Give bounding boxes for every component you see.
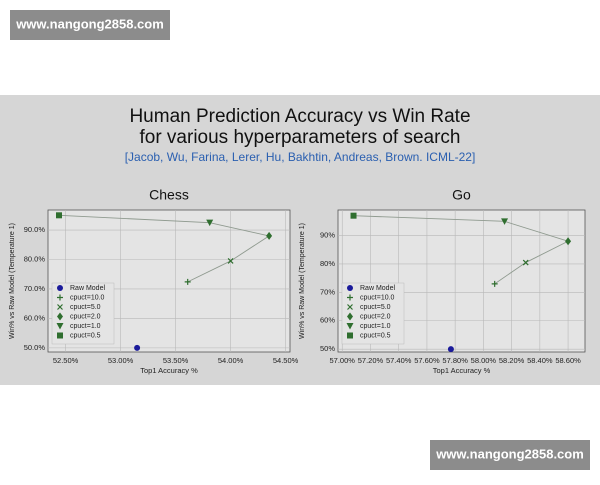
x-tick-label: 52.50% bbox=[53, 356, 79, 365]
legend-label: cpuct=1.0 bbox=[360, 323, 391, 330]
legend-marker bbox=[57, 312, 63, 321]
slide-title: for various hyperparameters of search bbox=[139, 127, 460, 148]
legend-label: cpuct=10.0 bbox=[70, 294, 105, 301]
x-axis-label: Top1 Accuracy % bbox=[140, 366, 198, 375]
legend-label: cpuct=5.0 bbox=[360, 304, 391, 311]
watermark: www.nangong2858.com bbox=[435, 446, 584, 461]
legend-marker bbox=[56, 323, 64, 330]
legend-marker bbox=[57, 294, 63, 301]
x-tick-label: 57.40% bbox=[386, 356, 412, 365]
point bbox=[184, 278, 191, 285]
chart-title: Chess bbox=[149, 187, 189, 203]
legend-marker bbox=[347, 294, 353, 301]
legend-marker bbox=[347, 332, 353, 339]
point bbox=[491, 280, 498, 287]
legend-label: cpuct=2.0 bbox=[70, 313, 101, 320]
watermark: www.nangong2858.com bbox=[15, 16, 164, 31]
point bbox=[134, 344, 141, 351]
point bbox=[501, 218, 509, 225]
y-tick-label: 80.0% bbox=[24, 254, 46, 263]
legend-marker bbox=[347, 285, 353, 291]
point bbox=[56, 212, 62, 219]
x-tick-label: 57.20% bbox=[358, 356, 384, 365]
slide-title: Human Prediction Accuracy vs Win Rate bbox=[129, 106, 470, 127]
chart-title: Go bbox=[452, 187, 471, 203]
legend-label: cpuct=2.0 bbox=[360, 313, 391, 320]
legend-label: cpuct=10.0 bbox=[360, 294, 395, 301]
citation: [Jacob, Wu, Farina, Lerer, Hu, Bakhtin, … bbox=[125, 150, 476, 164]
x-tick-label: 58.20% bbox=[499, 356, 525, 365]
y-axis-label: Win% vs Raw Model (Temperature 1) bbox=[299, 223, 306, 339]
x-tick-label: 57.00% bbox=[330, 356, 356, 365]
x-tick-label: 54.50% bbox=[273, 356, 299, 365]
watermark-box bbox=[430, 440, 590, 470]
legend-marker bbox=[347, 312, 353, 321]
point bbox=[350, 212, 357, 219]
point bbox=[522, 259, 529, 266]
legend-label: cpuct=0.5 bbox=[70, 332, 101, 339]
legend-label: Raw Model bbox=[70, 285, 105, 292]
legend-label: cpuct=5.0 bbox=[70, 304, 101, 311]
legend-marker bbox=[57, 304, 63, 310]
y-tick-label: 50.0% bbox=[24, 343, 46, 352]
point bbox=[227, 258, 234, 264]
point bbox=[266, 231, 273, 240]
y-axis-label: Win% vs Raw Model (Temperature 1) bbox=[9, 223, 16, 339]
y-tick-label: 50% bbox=[320, 344, 335, 353]
point bbox=[206, 219, 214, 227]
point bbox=[447, 346, 454, 353]
watermark-box bbox=[10, 10, 170, 40]
x-axis-label: Top1 Accuracy % bbox=[433, 366, 491, 375]
x-tick-label: 54.00% bbox=[218, 356, 244, 365]
x-tick-label: 58.00% bbox=[471, 356, 497, 365]
legend-marker bbox=[347, 304, 353, 310]
y-tick-label: 70.0% bbox=[24, 284, 46, 293]
y-tick-label: 60% bbox=[320, 316, 335, 325]
x-tick-label: 58.60% bbox=[555, 356, 581, 365]
y-tick-label: 60.0% bbox=[24, 313, 46, 322]
x-tick-label: 58.40% bbox=[527, 356, 553, 365]
y-tick-label: 90% bbox=[320, 231, 335, 240]
legend-marker bbox=[346, 323, 354, 330]
legend-label: cpuct=1.0 bbox=[70, 323, 101, 330]
legend-label: cpuct=0.5 bbox=[360, 332, 391, 339]
x-tick-label: 57.80% bbox=[442, 356, 468, 365]
legend-label: Raw Model bbox=[360, 285, 395, 292]
x-tick-label: 53.00% bbox=[108, 356, 134, 365]
y-tick-label: 90.0% bbox=[24, 225, 46, 234]
y-tick-label: 80% bbox=[320, 259, 335, 268]
point bbox=[565, 237, 572, 246]
y-tick-label: 70% bbox=[320, 287, 335, 296]
legend-marker bbox=[57, 332, 63, 339]
x-tick-label: 53.50% bbox=[163, 356, 189, 365]
legend-marker bbox=[57, 285, 63, 291]
x-tick-label: 57.60% bbox=[414, 356, 440, 365]
